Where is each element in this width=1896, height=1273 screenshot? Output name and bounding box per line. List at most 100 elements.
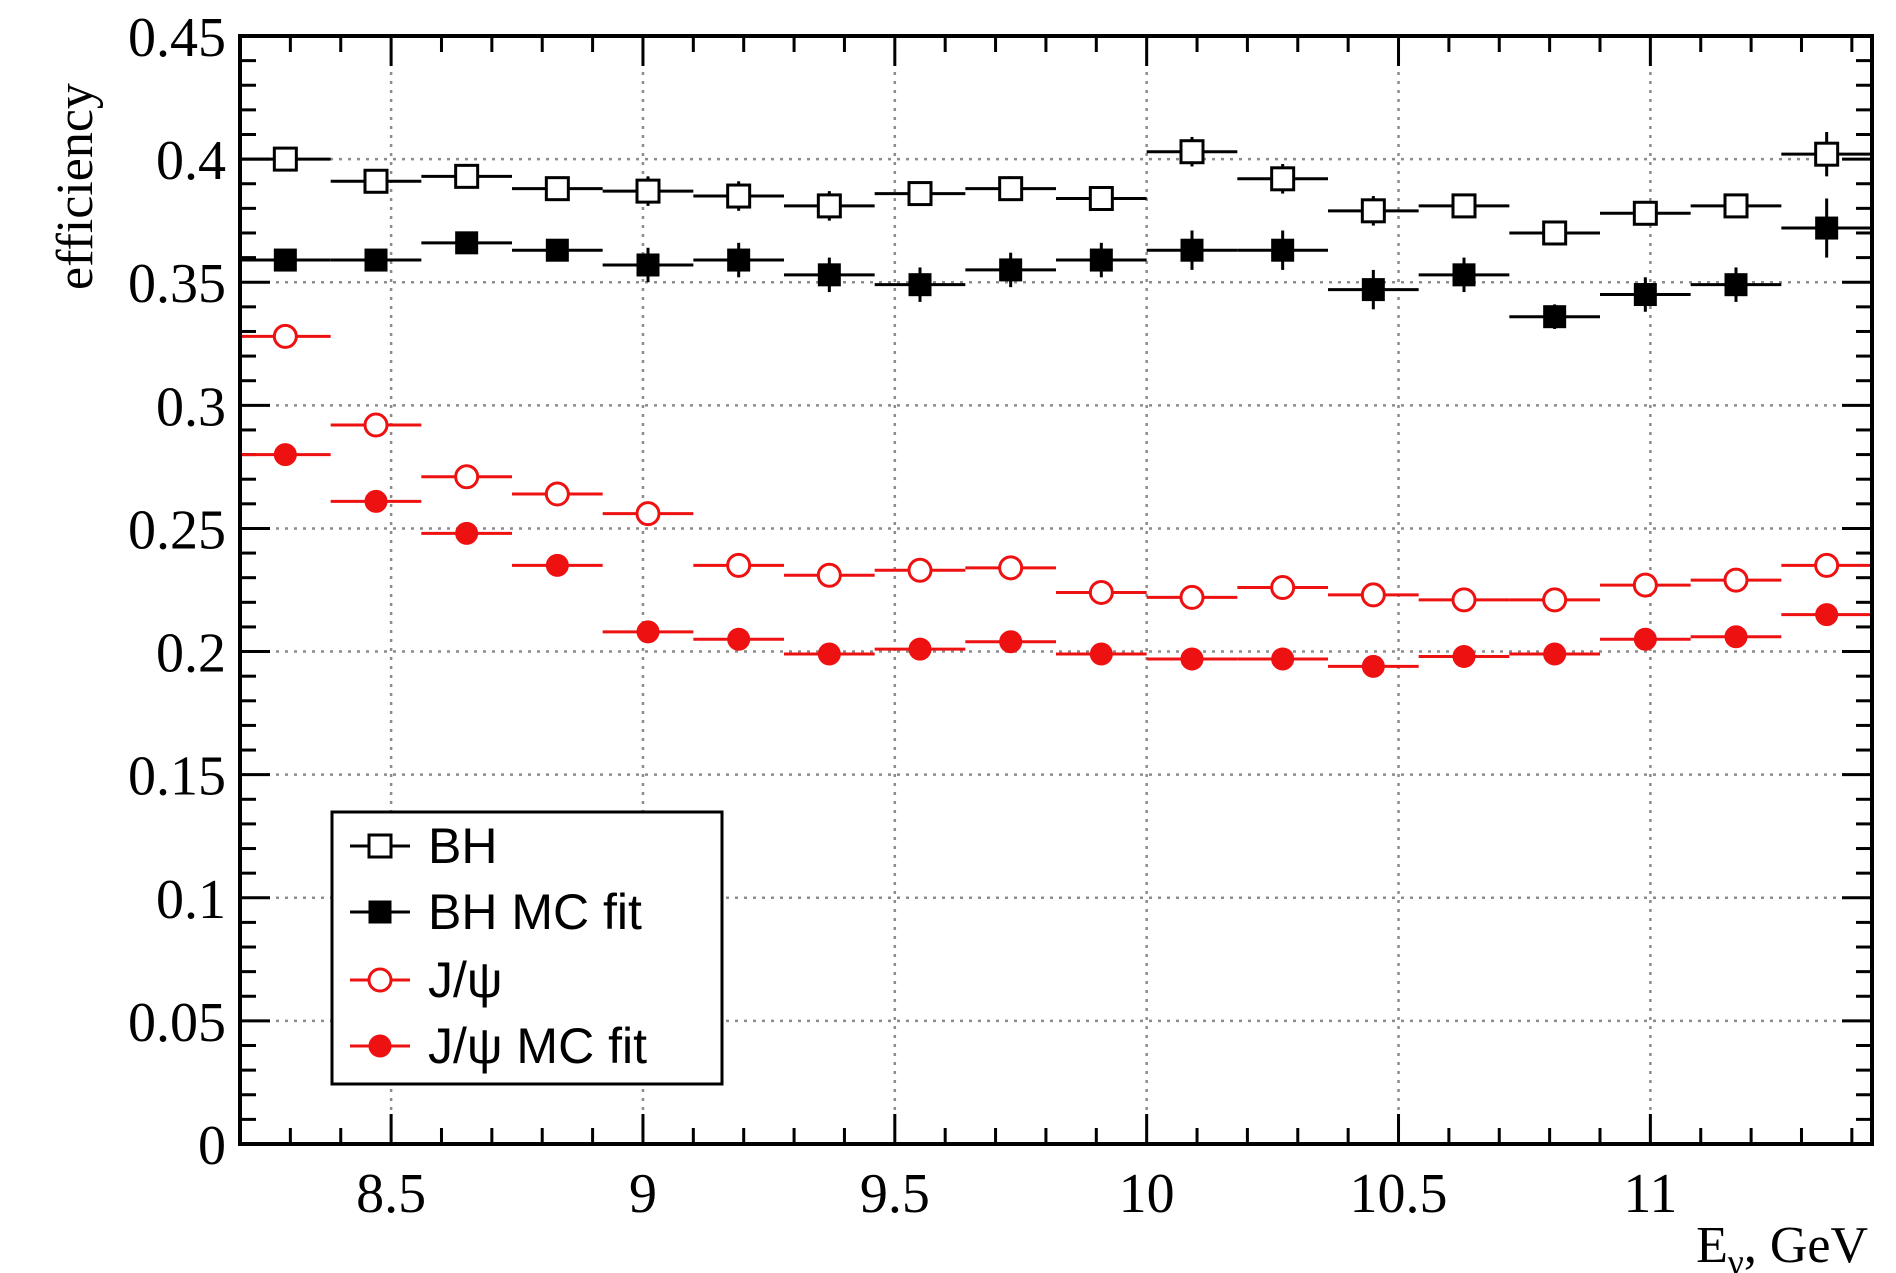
y-tick-label: 0.15 bbox=[128, 746, 226, 808]
data-point bbox=[1271, 647, 1295, 671]
data-point bbox=[454, 464, 480, 490]
x-tick-labels: 8.5 9 9.5 10 10.5 11 bbox=[356, 1163, 1677, 1225]
y-tick-label: 0.3 bbox=[156, 376, 226, 438]
data-point bbox=[455, 521, 479, 545]
data-series bbox=[240, 132, 1872, 678]
data-point bbox=[1361, 278, 1385, 302]
data-point bbox=[1543, 305, 1567, 329]
legend-marker bbox=[368, 900, 392, 924]
data-point bbox=[727, 248, 751, 272]
data-point bbox=[1633, 283, 1657, 307]
data-point bbox=[1271, 238, 1295, 262]
data-point bbox=[636, 253, 660, 277]
data-point bbox=[545, 553, 569, 577]
x-axis-title: Eγ, GeV bbox=[1696, 1217, 1868, 1273]
data-point bbox=[364, 248, 388, 272]
data-point bbox=[1179, 139, 1205, 165]
data-point bbox=[1270, 166, 1296, 192]
data-point bbox=[273, 443, 297, 467]
data-point bbox=[1632, 200, 1658, 226]
legend-entries: BH BH MC fit J/ψ J/ψ MC fit bbox=[350, 818, 647, 1074]
data-point bbox=[1724, 625, 1748, 649]
data-point bbox=[1360, 198, 1386, 224]
legend-label: J/ψ bbox=[428, 952, 503, 1008]
data-point bbox=[454, 163, 480, 189]
data-point bbox=[907, 557, 933, 583]
y-tick-label: 0.45 bbox=[128, 7, 226, 69]
data-point bbox=[1270, 575, 1296, 601]
x-axis-title-subscript: γ bbox=[1727, 1242, 1744, 1273]
data-point bbox=[1180, 647, 1204, 671]
data-point bbox=[273, 248, 297, 272]
data-point bbox=[1452, 263, 1476, 287]
series-j-mc-fit bbox=[240, 443, 1872, 678]
data-point bbox=[1632, 572, 1658, 598]
data-point bbox=[1452, 644, 1476, 668]
series-bh-mc-fit bbox=[240, 198, 1872, 330]
data-point bbox=[1451, 193, 1477, 219]
plot-frame bbox=[238, 34, 1874, 1146]
data-point bbox=[635, 178, 661, 204]
y-tick-label: 0.4 bbox=[156, 130, 226, 192]
legend: BH BH MC fit J/ψ J/ψ MC fit bbox=[330, 810, 724, 1086]
data-point bbox=[1088, 186, 1114, 212]
data-point bbox=[999, 630, 1023, 654]
data-point bbox=[727, 627, 751, 651]
data-point bbox=[364, 489, 388, 513]
data-point bbox=[1089, 642, 1113, 666]
x-axis-title-unit: , GeV bbox=[1744, 1217, 1868, 1273]
x-tick-label: 8.5 bbox=[356, 1163, 426, 1225]
data-point bbox=[363, 168, 389, 194]
data-point bbox=[907, 181, 933, 207]
data-point bbox=[363, 412, 389, 438]
data-point bbox=[998, 555, 1024, 581]
data-point bbox=[544, 481, 570, 507]
data-point bbox=[726, 552, 752, 578]
data-point bbox=[816, 193, 842, 219]
legend-box bbox=[330, 810, 724, 1086]
x-tick-label: 10 bbox=[1119, 1163, 1175, 1225]
y-tick-label: 0.35 bbox=[128, 253, 226, 315]
data-point bbox=[1542, 587, 1568, 613]
y-tick-label: 0.25 bbox=[128, 499, 226, 561]
data-point bbox=[1179, 584, 1205, 610]
x-tick-label: 10.5 bbox=[1350, 1163, 1448, 1225]
y-tick-label: 0.05 bbox=[128, 992, 226, 1054]
data-point bbox=[1814, 141, 1840, 167]
data-point bbox=[1089, 248, 1113, 272]
legend-label: BH MC fit bbox=[428, 884, 642, 940]
legend-marker bbox=[368, 1034, 392, 1058]
data-point bbox=[545, 238, 569, 262]
data-point bbox=[817, 263, 841, 287]
x-tick-label: 9 bbox=[629, 1163, 657, 1225]
data-point bbox=[817, 642, 841, 666]
data-point bbox=[1815, 603, 1839, 627]
legend-label: BH bbox=[428, 818, 497, 874]
data-point bbox=[1815, 216, 1839, 240]
x-axis-title-main: E bbox=[1696, 1217, 1728, 1273]
data-point bbox=[1724, 273, 1748, 297]
y-tick-labels: 0 0.05 0.1 0.15 0.2 0.25 0.3 0.35 0.4 0.45 bbox=[128, 7, 226, 1177]
y-tick-label: 0 bbox=[198, 1115, 226, 1177]
y-axis-title: efficiency bbox=[47, 83, 104, 290]
legend-label: J/ψ MC fit bbox=[428, 1018, 647, 1074]
data-point bbox=[816, 562, 842, 588]
x-tick-label: 11 bbox=[1623, 1163, 1677, 1225]
data-point bbox=[999, 258, 1023, 282]
data-point bbox=[908, 637, 932, 661]
data-point bbox=[1360, 582, 1386, 608]
data-point bbox=[998, 176, 1024, 202]
data-point bbox=[1723, 567, 1749, 593]
series-j- bbox=[240, 323, 1872, 613]
data-point bbox=[1361, 654, 1385, 678]
x-tick-label: 9.5 bbox=[860, 1163, 930, 1225]
data-point bbox=[1543, 642, 1567, 666]
data-point bbox=[544, 176, 570, 202]
data-point bbox=[1451, 587, 1477, 613]
y-tick-label: 0.2 bbox=[156, 623, 226, 685]
data-point bbox=[635, 501, 661, 527]
series-bh bbox=[240, 132, 1872, 246]
data-point bbox=[272, 146, 298, 172]
